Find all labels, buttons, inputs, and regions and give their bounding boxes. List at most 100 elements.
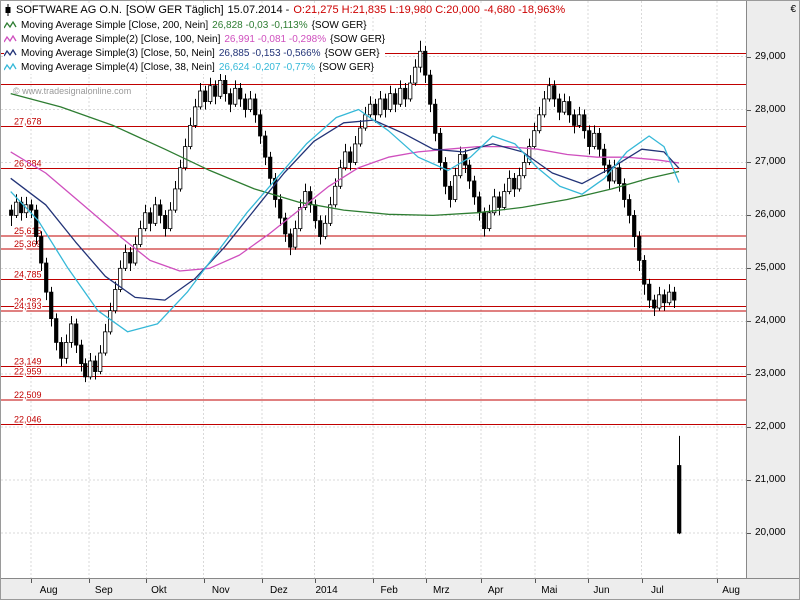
candle bbox=[343, 151, 348, 169]
candle bbox=[79, 344, 84, 365]
candle bbox=[203, 90, 208, 102]
candle bbox=[612, 167, 617, 182]
candle bbox=[592, 132, 597, 147]
chart-title-bar: SOFTWARE AG O.N. [SOW GER Täglich] 15.07… bbox=[4, 3, 572, 17]
x-axis-month-label: 2014 bbox=[315, 585, 338, 596]
level-label: 24,283 bbox=[14, 296, 42, 306]
candlesticks bbox=[9, 40, 682, 535]
candle bbox=[353, 143, 358, 163]
candle bbox=[642, 259, 647, 285]
x-axis-tick-mark bbox=[372, 579, 374, 583]
candle bbox=[443, 162, 448, 187]
candle bbox=[69, 323, 74, 343]
candle bbox=[507, 177, 512, 192]
candle bbox=[143, 212, 148, 230]
x-axis-tick-mark bbox=[641, 579, 643, 583]
x-axis-tick-mark bbox=[716, 579, 718, 583]
level-label: 24,193 bbox=[14, 301, 42, 311]
legend-row-sma200: Moving Average Simple [Close, 200, Nein]… bbox=[4, 18, 372, 32]
candle bbox=[657, 294, 662, 309]
candle bbox=[637, 236, 642, 261]
chart-plot-area[interactable]: 27,67826,88425,61525,36924,78524,28324,1… bbox=[1, 1, 746, 578]
candle bbox=[148, 212, 153, 224]
support-resistance-lines: 27,67826,88425,61525,36924,78524,28324,1… bbox=[1, 52, 746, 426]
candle bbox=[453, 175, 458, 200]
candle bbox=[318, 220, 323, 237]
candle bbox=[39, 236, 44, 264]
candle bbox=[128, 252, 133, 264]
candle bbox=[223, 80, 228, 95]
candle bbox=[303, 191, 308, 208]
x-axis-month-label: Jun bbox=[593, 585, 610, 596]
candle bbox=[383, 98, 388, 110]
candle bbox=[423, 50, 428, 76]
level-label: 22,509 bbox=[14, 390, 42, 400]
candle bbox=[153, 204, 158, 224]
y-axis-tick-mark bbox=[747, 427, 751, 429]
candle bbox=[98, 352, 103, 372]
line-swatch-icon bbox=[4, 62, 17, 71]
x-axis-month-label: Mrz bbox=[432, 585, 450, 596]
candle bbox=[428, 74, 433, 105]
ma-line bbox=[10, 108, 680, 333]
legend-row-sma50: Moving Average Simple(3) [Close, 50, Nei… bbox=[4, 46, 385, 60]
level-label: 27,678 bbox=[14, 117, 42, 127]
candle bbox=[103, 331, 108, 354]
candle bbox=[113, 289, 118, 312]
candle bbox=[358, 127, 363, 145]
candle bbox=[138, 228, 143, 245]
candle bbox=[562, 101, 567, 113]
candle bbox=[652, 299, 657, 309]
legend-values: 26,828 -0,03 -0,113% bbox=[212, 19, 308, 31]
candle bbox=[587, 130, 592, 147]
candle bbox=[228, 93, 233, 105]
candle bbox=[557, 98, 562, 113]
candle bbox=[163, 214, 168, 230]
candle bbox=[173, 188, 178, 211]
level-label: 22,046 bbox=[14, 415, 42, 425]
candle bbox=[448, 185, 453, 200]
legend-label: Moving Average Simple(3) [Close, 50, Nei… bbox=[21, 47, 215, 59]
candle bbox=[403, 87, 408, 100]
candle bbox=[168, 209, 173, 230]
y-axis-tick-label: 21,000 bbox=[755, 474, 786, 486]
candle bbox=[208, 85, 213, 102]
x-axis-tick-mark bbox=[535, 579, 537, 583]
candle bbox=[54, 318, 59, 343]
candle bbox=[597, 132, 602, 150]
candle bbox=[388, 93, 393, 110]
x-axis-month-label: Aug bbox=[722, 585, 740, 596]
candle bbox=[527, 146, 532, 163]
candle bbox=[293, 228, 298, 248]
candle bbox=[482, 212, 487, 230]
candle bbox=[258, 114, 263, 137]
candle bbox=[14, 201, 19, 216]
x-axis-month-label: Apr bbox=[487, 585, 504, 596]
instrument-icon bbox=[5, 4, 11, 16]
candle bbox=[183, 146, 188, 169]
time-axis[interactable]: Aug Sep Okt Nov Dez 2014 Feb Mrz Apr Mai Jun Jul Aug bbox=[1, 578, 799, 599]
candle bbox=[213, 85, 218, 97]
quote-ohlc: O:21,275 H:21,835 L:19,980 C:20,000 bbox=[293, 4, 480, 16]
currency-label: € bbox=[790, 4, 796, 15]
x-axis-month-label: Feb bbox=[380, 585, 398, 596]
y-axis-tick-mark bbox=[747, 215, 751, 217]
candle bbox=[288, 233, 293, 248]
candle bbox=[74, 323, 79, 346]
legend-label: Moving Average Simple(2) [Close, 100, Ne… bbox=[21, 33, 221, 45]
price-axis[interactable]: € 29,000 28,000 27,000 26,000 25,000 24,000 23… bbox=[746, 1, 799, 578]
candle bbox=[44, 262, 49, 293]
candle bbox=[323, 222, 328, 237]
indicator-legend: Moving Average Simple [Close, 200, Nein]… bbox=[4, 18, 391, 74]
candle bbox=[408, 82, 413, 100]
level-label: 25,369 bbox=[14, 239, 42, 249]
x-axis-month-label: Nov bbox=[211, 585, 230, 596]
y-axis-tick-mark bbox=[747, 480, 751, 482]
legend-values: 26,624 -0,207 -0,77% bbox=[218, 61, 315, 73]
y-axis-tick-mark bbox=[747, 268, 751, 270]
candle bbox=[413, 66, 418, 84]
instrument-name: SOFTWARE AG O.N. bbox=[16, 4, 122, 16]
candle bbox=[547, 85, 552, 100]
candle bbox=[313, 204, 318, 222]
